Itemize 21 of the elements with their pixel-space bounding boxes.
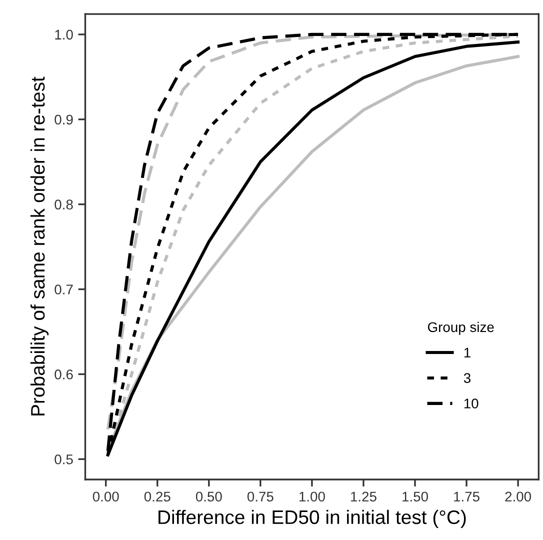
- legend-title: Group size: [428, 322, 494, 335]
- legend-label: 3: [464, 373, 470, 383]
- x-tick-label: 1.00: [300, 492, 325, 502]
- y-tick-label: 0.8: [54, 200, 73, 210]
- y-axis-title: Probability of same rank order in re-test: [30, 76, 49, 416]
- x-tick-label: 1.75: [454, 492, 480, 502]
- y-tick-label: 0.6: [54, 370, 73, 380]
- x-axis-title: Difference in ED50 in initial test (°C): [158, 510, 466, 528]
- y-tick-label: 0.7: [54, 284, 73, 294]
- x-tick-label: 2.00: [505, 492, 532, 502]
- x-tick-label: 0.75: [247, 492, 274, 502]
- y-tick-label: 1.0: [55, 30, 73, 40]
- x-tick-label: 0.50: [196, 492, 222, 502]
- x-tick-label: 0.25: [144, 492, 170, 502]
- x-tick-label: 0.00: [92, 492, 119, 502]
- x-tick-label: 1.50: [402, 492, 428, 502]
- x-tick-label: 1.25: [351, 492, 376, 502]
- y-tick-label: 0.5: [54, 454, 73, 464]
- y-tick-label: 0.9: [54, 114, 73, 125]
- legend-label: 1: [464, 348, 470, 358]
- legend-label: 10: [464, 398, 478, 408]
